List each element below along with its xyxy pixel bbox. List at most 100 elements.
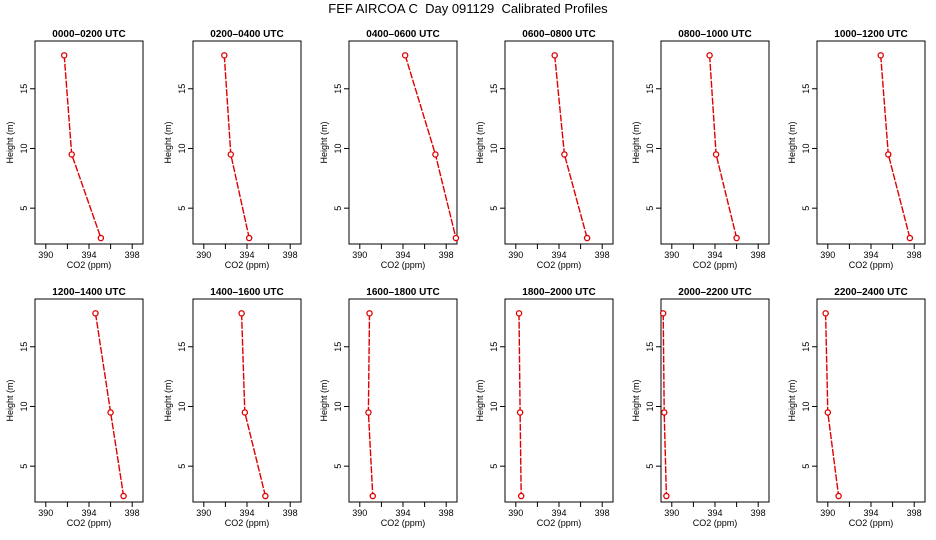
profile-line <box>63 55 102 239</box>
data-point <box>906 234 914 242</box>
panel-title: 1000–1200 UTC <box>834 29 907 40</box>
panel-title: 1200–1400 UTC <box>52 287 125 298</box>
x-tick-label: 390 <box>508 508 523 518</box>
y-tick-label: 5 <box>645 206 655 211</box>
x-axis-label: CO2 (ppm) <box>537 260 582 270</box>
y-tick-label: 15 <box>177 84 187 94</box>
data-point <box>663 492 670 500</box>
data-point <box>262 492 269 500</box>
data-point <box>822 310 829 317</box>
data-point <box>517 492 525 500</box>
x-tick-label: 398 <box>907 508 922 518</box>
profile-line <box>367 313 374 497</box>
data-point <box>515 310 523 317</box>
x-tick-label: 394 <box>81 508 96 518</box>
profile-panel-2: 0200–0400 UTC 390 394 398 5 10 15 CO2 (ppm) Heig… <box>163 29 302 270</box>
profile-line <box>662 313 668 497</box>
profile-panel-4: 0600–0800 UTC 390 394 398 5 10 15 CO2 (ppm) Heig… <box>475 29 614 270</box>
plot-frame <box>660 298 770 503</box>
y-tick-label: 15 <box>645 84 655 94</box>
y-tick-label: 5 <box>801 464 811 469</box>
profile-panel-3: 0400–0600 UTC 390 394 398 5 10 15 CO2 (ppm) Heig… <box>319 29 460 270</box>
x-tick-label: 390 <box>38 508 53 518</box>
profile-line <box>554 55 588 239</box>
x-axis-label: CO2 (ppm) <box>67 518 112 528</box>
data-point <box>824 409 832 416</box>
y-tick-label: 5 <box>19 464 29 469</box>
x-tick-label: 394 <box>707 250 722 260</box>
y-axis-label: Height (m) <box>319 121 329 163</box>
x-tick-label: 394 <box>239 250 254 260</box>
data-point <box>877 52 884 59</box>
data-point <box>60 52 68 59</box>
panel-title: 0200–0400 UTC <box>210 29 283 40</box>
y-axis-label: Height (m) <box>163 379 173 421</box>
y-tick-label: 15 <box>333 84 343 94</box>
plot-frame <box>192 40 302 245</box>
data-point <box>107 409 114 416</box>
data-point <box>452 234 460 242</box>
y-tick-label: 15 <box>801 84 811 94</box>
x-tick-label: 394 <box>395 508 410 518</box>
data-point <box>659 310 667 317</box>
data-point <box>706 52 713 59</box>
data-point <box>68 151 75 158</box>
profile-panel-6: 1000–1200 UTC 390 394 398 5 10 15 CO2 (ppm) Heig… <box>787 29 926 270</box>
x-tick-label: 390 <box>196 508 211 518</box>
x-axis-label: CO2 (ppm) <box>67 260 112 270</box>
profile-panel-12: 2200–2400 UTC 390 394 398 5 10 15 CO2 (ppm) Heig… <box>787 287 926 528</box>
x-axis-label: CO2 (ppm) <box>849 518 894 528</box>
y-axis-label: Height (m) <box>5 121 15 163</box>
x-axis-label: CO2 (ppm) <box>225 260 270 270</box>
plot-frame <box>504 40 614 245</box>
x-tick-label: 398 <box>907 250 922 260</box>
profile-line <box>708 55 738 239</box>
x-tick-label: 394 <box>551 508 566 518</box>
plot-frame <box>816 298 926 503</box>
y-tick-label: 5 <box>489 464 499 469</box>
data-point <box>221 52 228 59</box>
y-axis-label: Height (m) <box>787 379 797 421</box>
panel-title: 1800–2000 UTC <box>522 287 595 298</box>
data-point <box>92 310 99 317</box>
data-point <box>245 234 253 242</box>
data-point <box>885 151 892 158</box>
y-tick-label: 10 <box>19 401 29 411</box>
profile-panel-11: 2000–2200 UTC 390 394 398 5 10 15 CO2 (ppm) Heig… <box>631 287 770 528</box>
y-tick-label: 10 <box>645 401 655 411</box>
y-tick-label: 10 <box>489 401 499 411</box>
panel-title: 1600–1800 UTC <box>366 287 439 298</box>
profile-line <box>223 55 250 239</box>
y-tick-label: 5 <box>333 206 343 211</box>
y-tick-label: 15 <box>19 342 29 352</box>
x-tick-label: 390 <box>820 508 835 518</box>
x-tick-label: 394 <box>707 508 722 518</box>
x-tick-label: 390 <box>352 250 367 260</box>
panel-title: 0400–0600 UTC <box>366 29 439 40</box>
page-title: FEF AIRCOA C Day 091129 Calibrated Profi… <box>328 1 608 16</box>
x-tick-label: 390 <box>508 250 523 260</box>
x-tick-label: 398 <box>125 508 140 518</box>
y-tick-label: 15 <box>645 342 655 352</box>
plot-frame <box>348 40 458 245</box>
x-tick-label: 398 <box>595 250 610 260</box>
x-tick-label: 398 <box>283 508 298 518</box>
y-tick-label: 15 <box>333 342 343 352</box>
y-axis-label: Height (m) <box>631 121 641 163</box>
data-point <box>401 52 409 59</box>
data-point <box>583 234 591 242</box>
x-axis-label: CO2 (ppm) <box>381 518 426 528</box>
x-tick-label: 394 <box>551 250 566 260</box>
profile-panel-9: 1600–1800 UTC 390 394 398 5 10 15 CO2 (ppm) Heig… <box>319 287 458 528</box>
data-point <box>712 151 720 158</box>
y-tick-label: 10 <box>489 143 499 153</box>
data-point <box>733 234 740 242</box>
x-tick-label: 398 <box>751 508 766 518</box>
y-axis-label: Height (m) <box>163 121 173 163</box>
y-tick-label: 10 <box>333 401 343 411</box>
y-tick-label: 15 <box>489 342 499 352</box>
x-tick-label: 398 <box>439 508 454 518</box>
y-tick-label: 5 <box>333 464 343 469</box>
y-tick-label: 15 <box>489 84 499 94</box>
panel-title: 1400–1600 UTC <box>210 287 283 298</box>
